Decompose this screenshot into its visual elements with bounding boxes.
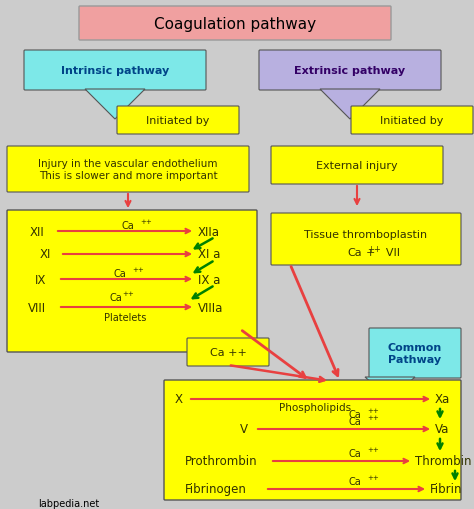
Text: IX: IX xyxy=(35,273,46,286)
Text: +   VII: + VII xyxy=(366,247,400,258)
Text: XI: XI xyxy=(40,248,51,261)
Text: Ca: Ca xyxy=(114,268,127,278)
Text: ++: ++ xyxy=(367,414,379,420)
FancyBboxPatch shape xyxy=(7,147,249,192)
Text: labpedia.net: labpedia.net xyxy=(38,498,99,508)
Text: Intrinsic pathway: Intrinsic pathway xyxy=(61,66,169,76)
Text: Initiated by: Initiated by xyxy=(146,116,210,126)
Text: Initiated by: Initiated by xyxy=(380,116,444,126)
Text: VIIIa: VIIIa xyxy=(198,301,223,314)
Text: ++: ++ xyxy=(367,446,379,452)
FancyBboxPatch shape xyxy=(24,51,206,91)
Text: Extrinsic pathway: Extrinsic pathway xyxy=(294,66,406,76)
Text: Coagulation pathway: Coagulation pathway xyxy=(154,16,316,32)
Text: Ca: Ca xyxy=(122,220,134,231)
Text: ++: ++ xyxy=(140,218,152,224)
FancyBboxPatch shape xyxy=(79,7,391,41)
FancyBboxPatch shape xyxy=(259,51,441,91)
Text: XIIa: XIIa xyxy=(198,225,220,238)
Text: Va: Va xyxy=(435,422,449,436)
Text: Platelets: Platelets xyxy=(104,313,146,322)
Text: Prothrombin: Prothrombin xyxy=(185,455,258,468)
Text: ++: ++ xyxy=(367,474,379,480)
FancyBboxPatch shape xyxy=(369,328,461,378)
Text: ++: ++ xyxy=(122,291,134,296)
Text: IX a: IX a xyxy=(198,273,220,286)
Text: Common
Pathway: Common Pathway xyxy=(388,343,442,364)
FancyBboxPatch shape xyxy=(351,107,473,135)
FancyBboxPatch shape xyxy=(7,211,257,352)
Text: Tissue thromboplastin: Tissue thromboplastin xyxy=(304,230,428,240)
Text: Thrombin: Thrombin xyxy=(415,455,472,468)
FancyBboxPatch shape xyxy=(271,147,443,185)
FancyBboxPatch shape xyxy=(117,107,239,135)
Text: ++: ++ xyxy=(367,244,381,253)
Text: Injury in the vascular endothelium
This is slower and more important: Injury in the vascular endothelium This … xyxy=(38,159,218,181)
Text: Ca: Ca xyxy=(348,476,361,486)
Text: VIII: VIII xyxy=(28,301,46,314)
Text: Ca: Ca xyxy=(348,416,361,426)
Text: Phospholipids: Phospholipids xyxy=(279,402,351,412)
Text: Ca: Ca xyxy=(348,448,361,458)
FancyBboxPatch shape xyxy=(187,338,269,366)
Text: Fibrinogen: Fibrinogen xyxy=(185,483,247,496)
Text: Fibrin: Fibrin xyxy=(430,483,463,496)
Polygon shape xyxy=(320,90,380,120)
Text: X: X xyxy=(175,393,183,406)
Text: XI a: XI a xyxy=(198,248,220,261)
Polygon shape xyxy=(85,90,145,120)
Text: Ca: Ca xyxy=(348,247,362,258)
Text: Ca: Ca xyxy=(110,293,123,302)
Text: Xa: Xa xyxy=(435,393,450,406)
FancyBboxPatch shape xyxy=(271,214,461,266)
Text: ++: ++ xyxy=(367,407,379,413)
Text: Ca ++: Ca ++ xyxy=(210,347,246,357)
FancyBboxPatch shape xyxy=(164,380,461,500)
Text: XII: XII xyxy=(30,225,45,238)
Polygon shape xyxy=(365,377,415,399)
Text: Ca: Ca xyxy=(348,409,361,419)
Text: V: V xyxy=(240,422,248,436)
Text: External injury: External injury xyxy=(316,161,398,171)
Text: ++: ++ xyxy=(132,267,144,272)
